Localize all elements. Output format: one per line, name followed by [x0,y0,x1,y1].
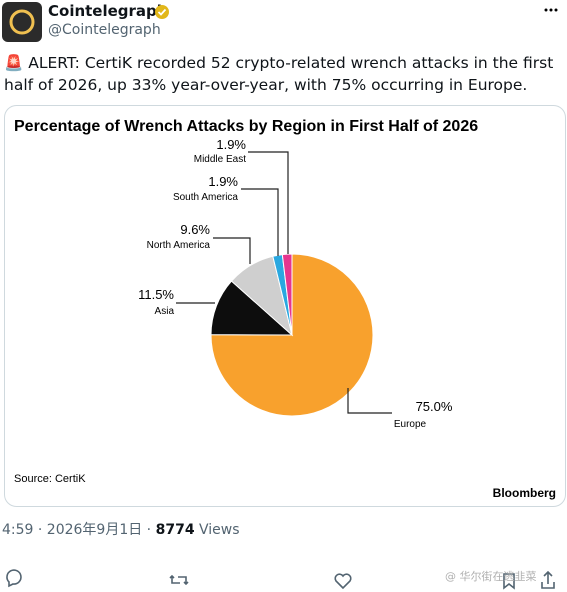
slice-category-label: South America [173,192,238,203]
views-label: Views [199,522,240,538]
retweet-button[interactable] [169,574,189,586]
slice-value-label: 9.6% [180,222,210,237]
action-bar [6,569,555,590]
account-name[interactable]: Cointelegraph [48,2,168,20]
timestamp: 4:59 · 2026年9月1日 · [2,522,152,538]
chart-brand: Bloomberg [493,486,556,500]
watermark: @ 华尔街在逃韭菜 [445,570,537,583]
slice-category-label: North America [147,240,211,251]
leader-line [347,388,392,414]
slice-value-label: 1.9% [208,174,238,189]
like-button[interactable] [334,573,352,590]
slice-value-label: 1.9% [216,137,246,152]
tweet-meta: 4:59 · 2026年9月1日 · 8774 Views [2,519,240,539]
chart-source: Source: CertiK [14,473,86,485]
chart-card: Percentage of Wrench Attacks by Region i… [4,105,566,507]
reply-button[interactable] [6,569,22,588]
slice-category-label: Asia [155,306,175,317]
view-count: 8774 [155,522,195,538]
avatar[interactable] [2,2,42,42]
leader-line [241,188,279,256]
slice-value-label: 75.0% [416,399,453,414]
leader-line [248,151,289,254]
tweet-text: 🚨 ALERT: CertiK recorded 52 crypto-relat… [4,54,554,94]
chart-title: Percentage of Wrench Attacks by Region i… [14,118,478,135]
slice-value-label: 11.5% [138,287,174,302]
verified-badge [155,5,169,19]
account-handle[interactable]: @Cointelegraph [48,22,161,38]
more-menu[interactable] [543,2,559,18]
pie-slice [281,253,293,336]
share-button[interactable] [541,570,555,589]
slice-category-label: Europe [394,419,427,430]
leader-line [213,237,251,264]
bookmark-button[interactable] [503,573,515,590]
slice-category-label: Middle East [194,154,246,165]
